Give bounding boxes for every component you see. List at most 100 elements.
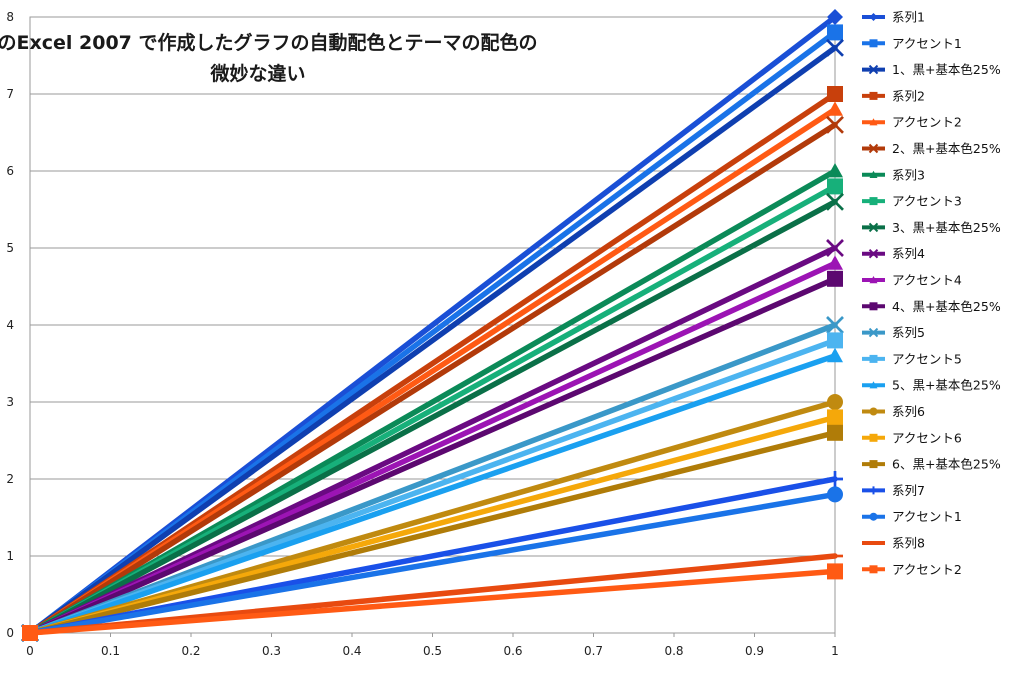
x-tick-label: 0.7 <box>584 644 603 658</box>
legend-marker <box>869 302 878 311</box>
series-line <box>27 45 838 636</box>
legend-marker <box>869 91 878 100</box>
legend-label: 系列8 <box>892 536 925 551</box>
axis-layer: 0 1 2 3 4 5 6 7 8 0 0.1 0.2 0.3 0.4 0.5 0.6 0.7 0.8 0.9 1 <box>6 10 838 658</box>
legend-label: 系列6 <box>892 404 925 419</box>
y-tick-label: 0 <box>6 626 14 640</box>
series-line <box>27 199 838 636</box>
legend-entry: 系列1 <box>862 10 925 25</box>
legend-label: 系列7 <box>892 483 925 498</box>
data-point <box>827 332 843 349</box>
legend-label: アクセント1 <box>892 509 962 524</box>
legend-label: 系列1 <box>892 10 925 25</box>
legend-marker <box>868 143 879 154</box>
x-tick-label: 0 <box>26 644 34 658</box>
legend-entry: 2、黒+基本色25% <box>862 141 1001 156</box>
legend-entry: アクセント3 <box>862 194 962 209</box>
series-9 <box>21 192 844 642</box>
legend-label: アクセント5 <box>892 351 962 366</box>
data-point <box>22 625 38 641</box>
chart-title-line-1: 私のExcel 2007 で作成したグラフの自動配色とテーマの配色の <box>0 31 538 54</box>
x-tick-label: 0.1 <box>101 644 120 658</box>
legend-entry: 系列4 <box>862 246 925 261</box>
legend-marker <box>869 433 878 442</box>
data-point <box>826 316 844 334</box>
legend-entry: 6、黒+基本色25% <box>862 457 1001 472</box>
legend-entry: 5、黒+基本色25% <box>862 378 1001 393</box>
legend-marker <box>869 118 878 126</box>
data-point <box>827 394 843 410</box>
data-point <box>827 255 843 270</box>
legend: 系列1 アクセント1 1、黒+基本色25% 系列2 アクセント2 2、黒+基本色25% 系列… <box>862 10 1001 577</box>
data-point <box>827 486 843 503</box>
series-20 <box>22 486 843 641</box>
legend-marker <box>869 512 878 521</box>
legend-label: アクセント6 <box>892 430 962 445</box>
legend-label: アクセント3 <box>892 194 962 209</box>
legend-entry: 系列8 <box>862 536 925 551</box>
data-point <box>827 86 843 102</box>
legend-entry: アクセント4 <box>862 273 962 288</box>
data-point <box>827 9 843 25</box>
legend-marker <box>869 39 878 48</box>
legend-label: 系列4 <box>892 246 925 261</box>
data-point <box>827 347 843 363</box>
legend-entry: 系列2 <box>862 88 925 103</box>
data-point <box>827 270 843 287</box>
y-tick-label: 7 <box>6 87 14 101</box>
series-line <box>27 430 838 636</box>
legend-label: 3、黒+基本色25% <box>892 220 1001 235</box>
data-point <box>827 101 843 116</box>
legend-marker <box>869 197 878 206</box>
y-tick-label: 1 <box>6 549 14 563</box>
y-tick-label: 5 <box>6 241 14 255</box>
series-layer <box>21 9 844 642</box>
legend-entry: 1、黒+基本色25% <box>862 62 1001 77</box>
data-point <box>827 178 843 195</box>
x-tick-label: 0.6 <box>503 644 522 658</box>
chart-title-line-2: 微妙な違い <box>209 62 305 85</box>
series-line <box>27 122 838 636</box>
y-tick-label: 4 <box>6 318 14 332</box>
data-point <box>827 563 843 580</box>
x-tick-label: 0.8 <box>664 644 683 658</box>
data-point <box>827 163 843 178</box>
data-point <box>826 239 844 257</box>
legend-marker <box>869 170 878 178</box>
legend-label: 系列5 <box>892 325 925 340</box>
data-point <box>827 409 843 426</box>
legend-marker <box>869 354 878 363</box>
legend-label: 1、黒+基本色25% <box>892 62 1001 77</box>
data-point <box>827 424 843 441</box>
y-tick-label: 2 <box>6 472 14 486</box>
legend-label: 4、黒+基本色25% <box>892 299 1001 314</box>
legend-entry: アクセント2 <box>862 115 962 130</box>
legend-entry: 系列3 <box>862 167 925 182</box>
legend-marker <box>869 486 878 495</box>
legend-entry: 系列6 <box>862 404 925 419</box>
legend-entry: アクセント1 <box>862 509 962 524</box>
data-point <box>826 192 844 211</box>
series-22 <box>22 563 843 641</box>
legend-entry: 4、黒+基本色25% <box>862 299 1001 314</box>
legend-marker <box>869 276 878 284</box>
legend-marker <box>868 248 879 259</box>
x-tick-label: 0.3 <box>262 644 281 658</box>
legend-label: 6、黒+基本色25% <box>892 457 1001 472</box>
legend-entry: 系列7 <box>862 483 925 498</box>
x-tick-label: 1 <box>831 644 839 658</box>
legend-marker <box>869 460 878 469</box>
series-3 <box>21 38 844 642</box>
legend-label: 2、黒+基本色25% <box>892 141 1001 156</box>
legend-label: 系列2 <box>892 88 925 103</box>
series-line <box>27 491 838 636</box>
y-tick-label: 3 <box>6 395 14 409</box>
legend-label: アクセント1 <box>892 36 962 51</box>
series-line <box>27 353 838 636</box>
legend-label: アクセント4 <box>892 273 962 288</box>
legend-entry: 系列5 <box>862 325 925 340</box>
legend-marker <box>869 407 878 416</box>
series-line <box>27 568 838 636</box>
